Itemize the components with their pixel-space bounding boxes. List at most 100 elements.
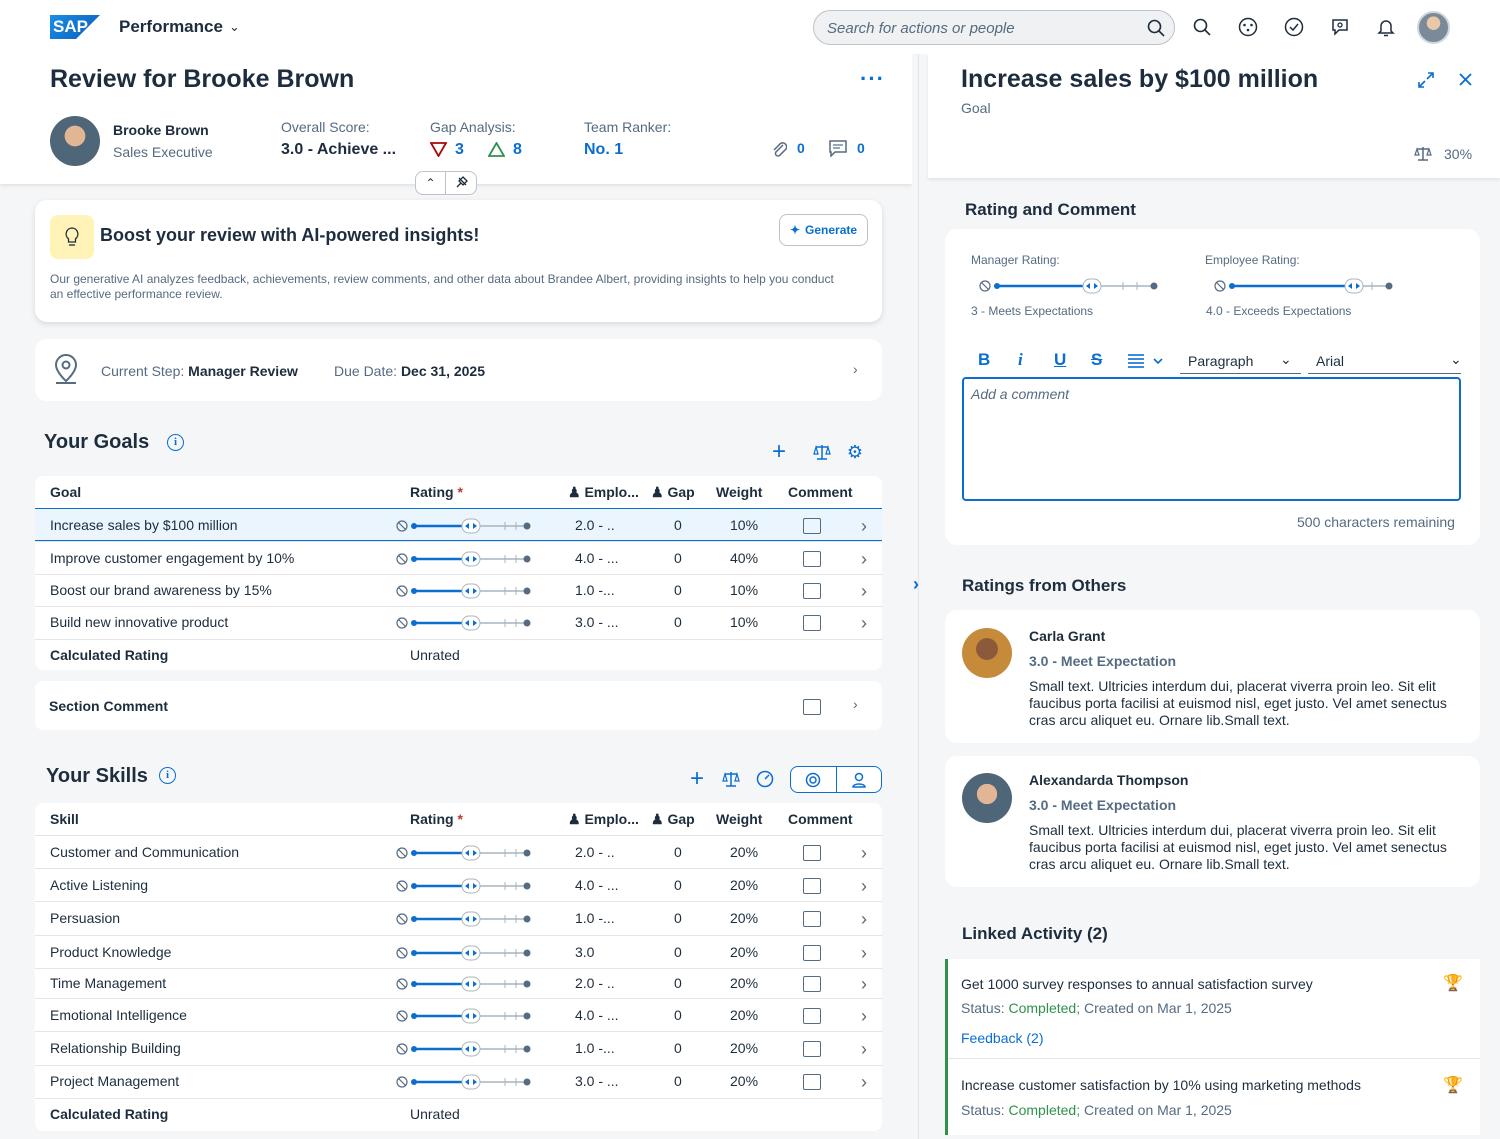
chevron-right-icon[interactable]: ›	[861, 909, 867, 929]
italic-button[interactable]: i	[1018, 350, 1023, 369]
table-row[interactable]: Emotional Intelligence 4.0 - ... 0 20% ›	[35, 998, 882, 1031]
comment-icon[interactable]	[803, 615, 821, 631]
chevron-right-icon[interactable]: ›	[913, 574, 919, 594]
chevron-right-icon[interactable]: ›	[861, 581, 867, 601]
rating-slider-track[interactable]	[396, 878, 532, 894]
team-ranker-value[interactable]: No. 1	[584, 141, 624, 158]
col-rating[interactable]: Rating *	[410, 484, 463, 500]
info-icon[interactable]: i	[167, 434, 184, 451]
col-gap[interactable]: ♟ Gap	[651, 811, 695, 827]
rating-slider[interactable]	[396, 1008, 532, 1024]
col-comment[interactable]: Comment	[788, 811, 853, 827]
rating-slider-track[interactable]	[396, 1008, 532, 1024]
employee-rating-slider[interactable]	[1214, 278, 1394, 294]
chevron-right-icon[interactable]: ›	[861, 974, 867, 994]
rating-slider-track[interactable]	[396, 551, 532, 567]
col-employee[interactable]: ♟ Emplo...	[568, 484, 639, 500]
settings-icon[interactable]: ⚙	[846, 441, 864, 462]
table-row[interactable]: Project Management 3.0 - ... 0 20% ›	[35, 1065, 882, 1097]
col-rating[interactable]: Rating *	[410, 811, 463, 827]
more-icon[interactable]: ···	[860, 66, 885, 91]
rating-slider-track[interactable]	[396, 845, 532, 861]
col-goal[interactable]: Goal	[50, 484, 82, 500]
font-select[interactable]: Arial ⌄	[1308, 347, 1462, 374]
table-row[interactable]: Improve customer engagement by 10% 4.0 -…	[35, 541, 882, 574]
chevron-right-icon[interactable]: ›	[861, 1072, 867, 1092]
rating-slider-track[interactable]	[396, 583, 532, 599]
col-gap[interactable]: ♟ Gap	[651, 484, 695, 500]
fullscreen-icon[interactable]	[1417, 71, 1435, 89]
rating-slider-track[interactable]	[396, 1074, 532, 1090]
rating-slider[interactable]	[396, 878, 532, 894]
rating-slider[interactable]	[396, 1074, 532, 1090]
table-row[interactable]: Persuasion 1.0 -... 0 20% ›	[35, 901, 882, 935]
col-employee[interactable]: ♟ Emplo...	[568, 811, 639, 827]
comment-icon[interactable]	[803, 551, 821, 567]
rating-slider[interactable]	[396, 615, 532, 631]
rating-slider[interactable]	[396, 845, 532, 861]
attachments-count[interactable]: 0	[797, 140, 805, 156]
table-row[interactable]: Customer and Communication 2.0 - .. 0 20…	[35, 835, 882, 868]
section-comment-card[interactable]: Section Comment ›	[35, 681, 882, 730]
chevron-right-icon[interactable]: ›	[861, 516, 867, 536]
search-input[interactable]: Search for actions or people	[813, 10, 1175, 45]
comment-icon[interactable]	[803, 845, 821, 861]
comment-icon[interactable]	[803, 1041, 821, 1057]
comment-icon[interactable]	[803, 878, 821, 894]
col-weight[interactable]: Weight	[716, 811, 763, 827]
app-title[interactable]: Performance	[119, 17, 223, 36]
rating-slider-track[interactable]	[396, 1041, 532, 1057]
person-view-button[interactable]	[835, 767, 882, 792]
rating-slider[interactable]	[396, 518, 532, 534]
chevron-right-icon[interactable]: ›	[861, 1039, 867, 1059]
table-row[interactable]: Build new innovative product 3.0 - ... 0…	[35, 606, 882, 638]
balance-icon[interactable]	[720, 768, 742, 790]
activity-title[interactable]: Increase customer satisfaction by 10% us…	[961, 1077, 1361, 1093]
chevron-right-icon[interactable]: ›	[861, 549, 867, 569]
rating-slider-track[interactable]	[396, 518, 532, 534]
comment-icon[interactable]	[803, 976, 821, 992]
rating-slider[interactable]	[396, 945, 532, 961]
close-icon[interactable]	[1458, 72, 1473, 87]
balance-icon[interactable]	[811, 441, 833, 463]
comment-icon[interactable]	[803, 1008, 821, 1024]
info-icon[interactable]: i	[159, 767, 176, 784]
chevron-right-icon[interactable]: ›	[861, 843, 867, 863]
sap-logo[interactable]: SAP	[50, 15, 100, 39]
table-row[interactable]: Relationship Building 1.0 -... 0 20% ›	[35, 1031, 882, 1065]
strikethrough-button[interactable]: S	[1091, 350, 1103, 369]
pin-header-button[interactable]	[446, 171, 477, 195]
comments-count[interactable]: 0	[857, 140, 865, 156]
table-row[interactable]: Product Knowledge 3.0 0 20% ›	[35, 935, 882, 968]
comment-icon[interactable]	[803, 911, 821, 927]
feedback-link[interactable]: Feedback (2)	[961, 1030, 1044, 1046]
comment-icon[interactable]	[803, 699, 821, 715]
activity-title[interactable]: Get 1000 survey responses to annual sati…	[961, 976, 1313, 992]
rating-slider-track[interactable]	[979, 278, 1159, 294]
comment-icon[interactable]	[803, 518, 821, 534]
search-icon[interactable]	[1147, 19, 1165, 37]
comment-icon[interactable]	[803, 1074, 821, 1090]
rating-slider-track[interactable]	[1214, 278, 1394, 294]
underline-button[interactable]: U	[1054, 350, 1067, 369]
comment-icon[interactable]	[829, 140, 847, 157]
generate-button[interactable]: ✦ Generate	[779, 214, 868, 246]
rating-slider[interactable]	[396, 551, 532, 567]
rating-slider[interactable]	[396, 1041, 532, 1057]
chevron-right-icon[interactable]: ›	[861, 943, 867, 963]
chevron-right-icon[interactable]: ›	[861, 1006, 867, 1026]
add-icon[interactable]: +	[689, 765, 704, 792]
align-menu-button[interactable]	[1127, 352, 1165, 368]
task-icon[interactable]	[1283, 16, 1305, 38]
chevron-right-icon[interactable]: ›	[861, 876, 867, 896]
chevron-right-icon[interactable]: ›	[853, 361, 858, 377]
joule-icon[interactable]	[1237, 16, 1259, 38]
process-step-card[interactable]: Current Step: Manager Review Due Date: D…	[35, 339, 882, 401]
rating-slider-track[interactable]	[396, 945, 532, 961]
search-icon[interactable]	[1191, 16, 1213, 38]
paragraph-select[interactable]: Paragraph ⌄	[1180, 347, 1301, 374]
col-skill[interactable]: Skill	[50, 811, 79, 827]
table-row[interactable]: Increase sales by $100 million 2.0 - .. …	[35, 508, 882, 541]
bold-button[interactable]: B	[978, 350, 991, 369]
rating-slider[interactable]	[396, 976, 532, 992]
